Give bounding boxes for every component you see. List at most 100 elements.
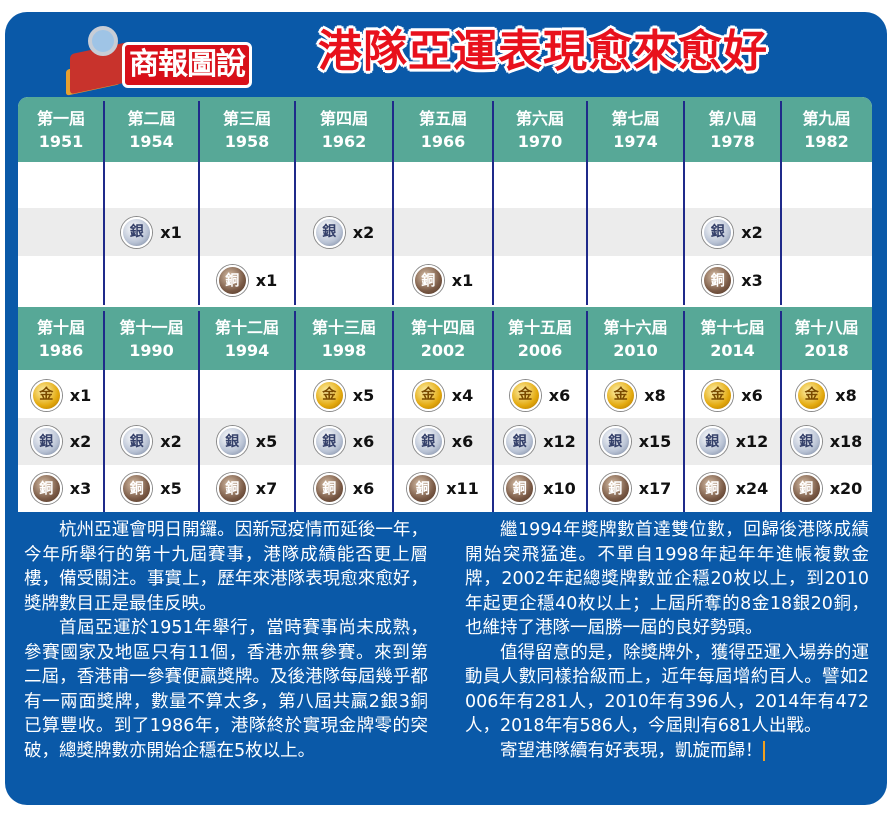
- edition-header: 第六屆 1970: [493, 97, 587, 162]
- silver-medal-icon: 銀: [790, 426, 822, 457]
- gold-medal-count: 金 x6: [684, 372, 781, 418]
- edition-year: 1958: [224, 131, 270, 151]
- medal-count: x6: [548, 385, 571, 405]
- medal-count: x11: [446, 479, 479, 498]
- edition-label: 第十三屆: [311, 317, 376, 337]
- bronze-medal-count: 銅 x6: [295, 465, 393, 512]
- column-divider: [198, 311, 200, 512]
- edition-header: 第十六屆 2010: [587, 307, 684, 370]
- edition-header: 第十四屆 2002: [393, 307, 493, 370]
- medal-count: x7: [255, 479, 278, 498]
- gold-medal-icon: 金: [702, 379, 734, 411]
- gold-medal-count: 金 x8: [587, 372, 684, 418]
- bronze-medal-count: 銅 x17: [587, 465, 684, 512]
- edition-year: 2002: [420, 340, 466, 360]
- edition-label: 第十六屆: [603, 317, 668, 337]
- gold-medal-icon: 金: [796, 379, 828, 411]
- logo: 商報圖說: [58, 24, 308, 96]
- edition-label: 第九屆: [802, 108, 851, 128]
- edition-header: 第十七屆 2014: [684, 307, 781, 370]
- gold-medal-icon: 金: [412, 379, 444, 411]
- page-title: 港隊亞運表現愈來愈好: [318, 26, 768, 77]
- edition-year: 2006: [517, 340, 563, 360]
- closing-text: 寄望港隊續有好表現，凱旋而歸！: [500, 740, 763, 761]
- edition-label: 第十七屆: [700, 317, 765, 337]
- gold-medal-count: 金 x5: [295, 372, 393, 418]
- medal-count: x3: [741, 271, 763, 290]
- silver-medal-count: 銀 x12: [493, 418, 587, 465]
- medal-count: x2: [160, 432, 182, 451]
- silver-medal-count: 銀 x6: [295, 418, 393, 465]
- medal-count: x1: [160, 222, 182, 242]
- magnifier-icon: [88, 26, 118, 56]
- gold-medal-count: 金 x1: [18, 372, 104, 418]
- column-divider: [103, 101, 105, 305]
- bronze-medal-count: 銅 x1: [393, 256, 493, 305]
- bronze-medal-icon: 銅: [412, 265, 444, 296]
- medal-count: x1: [69, 385, 92, 405]
- edition-year: 1998: [321, 340, 367, 360]
- bronze-medal-icon: 銅: [696, 473, 728, 504]
- logo-text: 商報圖說: [122, 42, 252, 88]
- silver-medal-icon: 銀: [696, 426, 728, 457]
- silver-medal-count: 銀 x2: [295, 208, 393, 256]
- medal-count: x24: [735, 479, 769, 498]
- edition-label: 第十屆: [36, 317, 85, 337]
- edition-header-row: 第十屆 1986 第十一屆 1990 第十二屆 1994 第十三屆 1998 第十四屆 2002 第…: [18, 307, 872, 370]
- column-divider: [780, 311, 782, 512]
- edition-year: 1962: [321, 131, 367, 151]
- column-divider: [392, 101, 394, 305]
- edition-year: 1986: [38, 340, 84, 360]
- bronze-medal-icon: 銅: [504, 473, 536, 504]
- bronze-medal-count: 銅 x1: [199, 256, 295, 305]
- bronze-medal-icon: 銅: [407, 473, 439, 504]
- edition-header: 第七屆 1974: [587, 97, 684, 162]
- column-divider: [780, 101, 782, 305]
- edition-year: 1954: [129, 131, 174, 151]
- edition-header: 第十五屆 2006: [493, 307, 587, 370]
- silver-medal-count: 銀 x5: [199, 418, 295, 465]
- medal-count: x8: [835, 385, 857, 405]
- column-divider: [492, 101, 494, 305]
- edition-label: 第六屆: [515, 108, 564, 128]
- silver-medal-icon: 銀: [412, 426, 444, 457]
- edition-header: 第二屆 1954: [104, 97, 199, 162]
- end-mark: [762, 740, 765, 761]
- medal-count: x17: [638, 479, 672, 498]
- paragraph: 值得留意的是，除獎牌外，獲得亞運入場券的運動員人數同樣拾級而上，近年每屆增約百人…: [465, 642, 869, 737]
- medal-count: x15: [638, 432, 672, 451]
- silver-medal-count: 銀 x2: [104, 418, 199, 465]
- edition-header: 第三屆 1958: [199, 97, 295, 162]
- medal-count: x10: [543, 479, 576, 498]
- silver-medal-icon: 銀: [121, 426, 153, 457]
- medal-count: x2: [352, 222, 375, 242]
- bronze-medal-icon: 銅: [702, 265, 734, 296]
- gold-medal-icon: 金: [509, 379, 541, 411]
- medal-count: x6: [451, 432, 474, 451]
- edition-year: 2014: [710, 340, 755, 360]
- silver-medal-icon: 銀: [313, 426, 345, 457]
- edition-year: 2010: [613, 340, 658, 360]
- medal-count: x6: [352, 479, 375, 498]
- edition-label: 第五屆: [418, 108, 467, 128]
- gold-medal-icon: 金: [605, 379, 637, 411]
- edition-year: 1970: [517, 131, 563, 151]
- edition-header: 第十三屆 1998: [295, 307, 393, 370]
- edition-header: 第四屆 1962: [295, 97, 393, 162]
- medal-count: x20: [829, 479, 863, 498]
- gold-medal-icon: 金: [313, 379, 345, 411]
- medal-count: x6: [352, 432, 375, 451]
- medal-count: x3: [69, 479, 92, 498]
- medal-count: x12: [735, 432, 769, 451]
- edition-label: 第十一屆: [119, 317, 184, 337]
- edition-year: 1974: [613, 131, 658, 151]
- medal-count: x5: [352, 385, 375, 405]
- bronze-medal-count: 銅 x24: [684, 465, 781, 512]
- edition-year: 1966: [420, 131, 466, 151]
- silver-medal-count: 銀 x12: [684, 418, 781, 465]
- bronze-medal-count: 銅 x3: [684, 256, 781, 305]
- edition-label: 第十八屆: [794, 317, 859, 337]
- silver-medal-count: 銀 x2: [18, 418, 104, 465]
- medal-count: x6: [741, 385, 763, 405]
- column-divider: [683, 311, 685, 512]
